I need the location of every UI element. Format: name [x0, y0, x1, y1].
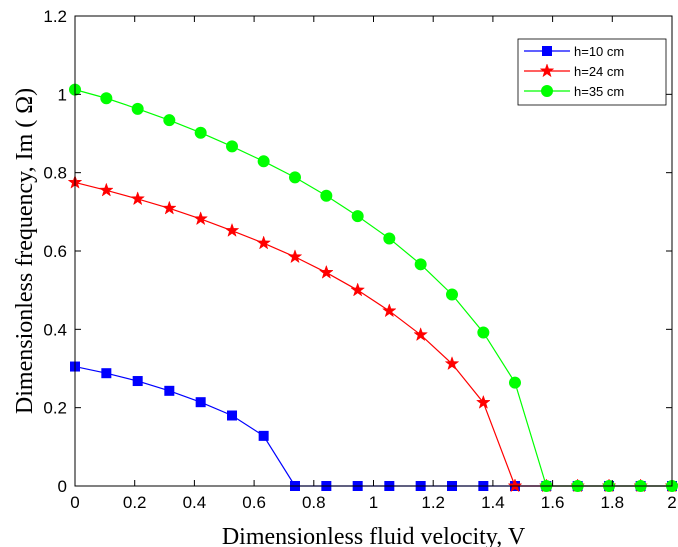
x-tick-label: 0.4: [183, 493, 207, 512]
data-point: [132, 376, 143, 387]
data-point: [257, 155, 270, 168]
data-point: [414, 258, 427, 271]
x-tick-label: 2: [667, 493, 676, 512]
x-tick-label: 1.2: [421, 493, 445, 512]
x-tick-label: 1.6: [541, 493, 565, 512]
legend-entry: h=24 cm: [524, 63, 624, 79]
x-tick-label: 1.8: [600, 493, 624, 512]
data-point: [413, 327, 429, 342]
data-point: [256, 235, 272, 250]
data-point: [226, 140, 239, 153]
data-point: [446, 288, 459, 301]
data-point: [381, 303, 397, 318]
data-point: [320, 189, 333, 202]
legend-marker: [542, 46, 552, 56]
data-point: [163, 114, 176, 127]
y-tick-label: 0.4: [43, 320, 67, 339]
data-point: [383, 232, 396, 245]
legend-label: h=24 cm: [574, 64, 624, 79]
legend: h=10 cm h=24 cm h=35 cm: [517, 38, 667, 106]
data-point: [508, 376, 521, 389]
data-point: [258, 430, 269, 441]
data-point: [130, 191, 146, 206]
data-point: [193, 211, 209, 226]
data-point: [131, 102, 144, 115]
y-tick-label: 1: [58, 85, 67, 104]
data-point: [194, 126, 207, 139]
legend-label: h=10 cm: [574, 44, 624, 59]
x-tick-label: 1.4: [481, 493, 505, 512]
legend-marker: [541, 85, 553, 97]
x-tick-label: 0.6: [242, 493, 266, 512]
y-tick-label: 0.2: [43, 399, 67, 418]
legend-entry: h=35 cm: [524, 84, 624, 99]
data-point: [444, 356, 460, 371]
data-point: [227, 410, 238, 421]
data-point: [224, 222, 240, 237]
data-point: [164, 385, 175, 396]
x-tick-label: 0.2: [123, 493, 147, 512]
data-point: [287, 249, 303, 264]
data-point: [100, 92, 113, 105]
y-tick-label: 0.8: [43, 164, 67, 183]
x-tick-label: 0: [70, 493, 79, 512]
data-point: [161, 200, 177, 215]
y-tick-label: 1.2: [43, 7, 67, 26]
data-point: [288, 171, 301, 184]
y-tick-label: 0: [58, 477, 67, 496]
data-point: [318, 264, 334, 279]
data-point: [475, 394, 491, 409]
data-point: [351, 210, 364, 223]
data-point: [195, 397, 206, 408]
y-tick-label: 0.6: [43, 242, 67, 261]
data-point: [101, 368, 112, 379]
legend-entry: h=10 cm: [524, 44, 624, 59]
x-axis-label: Dimensionless fluid velocity, V: [222, 524, 526, 547]
data-point: [98, 182, 114, 197]
x-tick-label: 0.8: [302, 493, 326, 512]
data-point: [477, 326, 490, 339]
data-point: [507, 478, 523, 493]
data-point: [350, 282, 366, 297]
y-axis-label: Dimensionless frequency, Im ( Ω): [12, 88, 38, 414]
legend-marker: [539, 63, 555, 78]
x-tick-label: 1: [369, 493, 378, 512]
legend-label: h=35 cm: [574, 84, 624, 99]
ticks-layer: 0 0.2 0.4 0.6 0.8 1 1.2 1.4 1.6 1.8 2 0 0.2 0.4 0.6 0.8…: [43, 7, 676, 512]
